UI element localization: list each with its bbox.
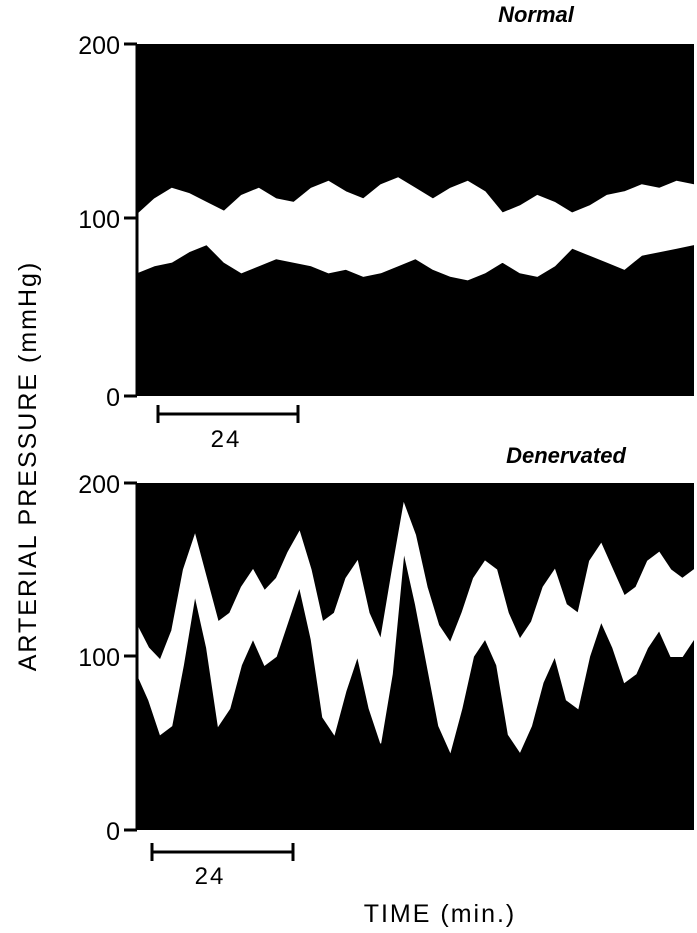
denervated-tick-label-100: 100 <box>78 644 120 672</box>
denervated-pressure-band <box>136 501 695 754</box>
normal-panel-title: Normal <box>498 2 575 27</box>
denervated-panel-title: Denervated <box>506 443 626 468</box>
normal-pressure-band <box>136 177 695 281</box>
denervated-tick-label-200: 200 <box>78 471 120 499</box>
x-axis-title: TIME (min.) <box>364 900 517 928</box>
denervated-panel: Denervated 200 100 0 24 <box>78 443 695 890</box>
normal-scale-bar-label: 24 <box>211 426 242 453</box>
normal-tick-label-100: 100 <box>78 206 120 234</box>
denervated-scale-bar <box>150 843 295 861</box>
denervated-tick-label-0: 0 <box>106 818 120 846</box>
y-axis-title: ARTERIAL PRESSURE (mmHg) <box>14 261 42 672</box>
denervated-scale-bar-label: 24 <box>195 863 226 890</box>
normal-tick-label-0: 0 <box>106 384 120 412</box>
normal-tick-label-200: 200 <box>78 32 120 60</box>
normal-panel: Normal 200 100 0 24 <box>78 2 695 453</box>
normal-scale-bar <box>156 405 300 423</box>
